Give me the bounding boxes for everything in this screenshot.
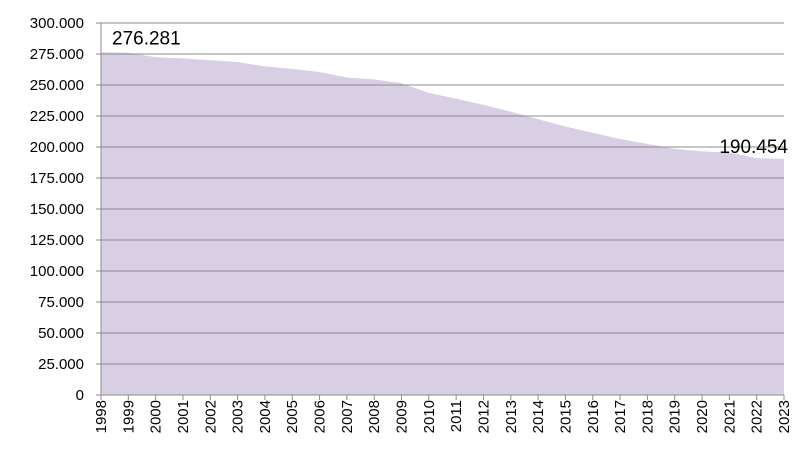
x-tick-label: 2007 [339,400,356,433]
x-tick-label: 2023 [776,400,793,433]
y-tick-label: 275.000 [30,46,84,63]
x-tick-label: 2020 [694,400,711,433]
data-labels: 276.281 190.454 [112,28,788,157]
y-tick-label: 150.000 [30,201,84,218]
data-label: 276.281 [112,28,181,49]
x-tick-label: 2022 [749,400,766,433]
y-tick-label: 75.000 [38,294,84,311]
data-label: 190.454 [719,137,788,158]
x-tick-label: 2019 [667,400,684,433]
y-tick-label: 50.000 [38,325,84,342]
grid-lines [101,22,784,365]
x-tick-label: 1999 [120,400,137,433]
x-tick-label: 2013 [503,400,520,433]
y-tick-label: 25.000 [38,356,84,373]
x-tick-label: 2018 [639,400,656,433]
x-tick-label: 2002 [202,400,219,433]
x-tick-label: 2004 [257,400,274,433]
y-tick-label: 225.000 [30,108,84,125]
x-tick-label: 2001 [175,400,192,433]
y-tick-label: 100.000 [30,263,84,280]
x-tick-label: 2017 [612,400,629,433]
x-axis-tick-labels: 1998 1999 2000 2001 2002 2003 2004 2005 2006 2007… [93,400,793,433]
y-tick-label: 250.000 [30,77,84,94]
y-tick-label: 175.000 [30,170,84,187]
x-tick-label: 2000 [148,400,165,433]
x-tick-label: 2003 [230,400,247,433]
x-tick-label: 2016 [585,400,602,433]
x-tick-label: 2021 [721,400,738,433]
y-tick-label: 200.000 [30,139,84,156]
axes [96,22,785,400]
y-tick-label: 0 [76,387,84,404]
x-tick-label: 2010 [421,400,438,433]
series-area [101,52,784,395]
y-axis-tick-labels: 0 25.000 50.000 75.000 100.000 125.000 150.000… [30,15,84,404]
x-tick-label: 2008 [366,400,383,433]
x-tick-label: 2009 [394,400,411,433]
plot-area [101,52,784,395]
y-tick-label: 125.000 [30,232,84,249]
x-tick-label: 2005 [284,400,301,433]
x-tick-label: 1998 [93,400,110,433]
x-tick-label: 2011 [448,400,465,432]
x-tick-label: 2006 [312,400,329,433]
x-tick-label: 2012 [475,400,492,433]
y-tick-label: 300.000 [30,15,84,32]
x-tick-label: 2015 [557,400,574,433]
x-tick-label: 2014 [530,400,547,433]
